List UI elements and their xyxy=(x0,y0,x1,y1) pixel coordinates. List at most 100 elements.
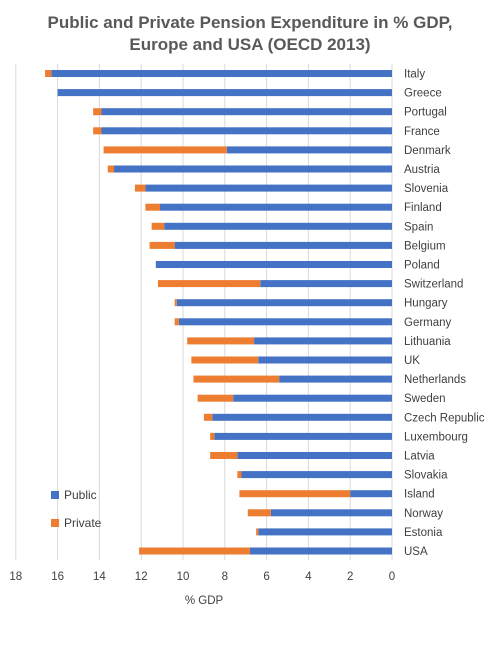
bar-public-switzerland xyxy=(260,280,392,288)
bar-private-spain xyxy=(151,222,165,230)
bar-private-latvia xyxy=(210,452,238,459)
country-labels: Italy Greece Portugal France Denmark Austria S… xyxy=(404,69,485,559)
category-label-switzerland: Switzerland xyxy=(404,279,463,291)
x-tick-label-10: 10 xyxy=(177,571,190,583)
bar-public-portugal xyxy=(101,108,393,116)
bar-public-spain xyxy=(164,222,392,230)
category-label-norway: Norway xyxy=(404,508,443,520)
x-axis-title: % GDP xyxy=(185,595,224,607)
bar-private-slovakia xyxy=(237,471,242,479)
bar-public-estonia xyxy=(258,528,392,536)
category-label-italy: Italy xyxy=(404,69,425,81)
legend: Public Private xyxy=(51,488,102,530)
x-tick-label-18: 18 xyxy=(9,571,22,583)
bar-private-switzerland xyxy=(157,280,261,288)
bar-public-poland xyxy=(155,261,392,268)
category-label-lithuania: Lithuania xyxy=(404,336,451,348)
bar-public-italy xyxy=(51,70,392,77)
bar-private-austria xyxy=(107,165,115,173)
category-label-sweden: Sweden xyxy=(404,393,446,405)
x-tick-label-12: 12 xyxy=(135,571,148,583)
bar-public-hungary xyxy=(176,299,392,307)
legend-label-public: Public xyxy=(64,488,97,502)
bar-public-germany xyxy=(178,318,392,326)
bar-private-norway xyxy=(247,509,271,517)
bar-public-lithuania xyxy=(254,337,392,345)
bar-public-slovenia xyxy=(145,184,392,192)
category-label-usa: USA xyxy=(404,546,428,558)
bar-private-uk xyxy=(191,356,259,364)
category-label-czech-republic: Czech Republic xyxy=(404,412,485,424)
category-label-slovakia: Slovakia xyxy=(404,470,448,482)
bar-private-portugal xyxy=(93,108,102,116)
legend-swatch-private xyxy=(51,519,59,527)
category-label-denmark: Denmark xyxy=(404,145,451,157)
bar-public-uk xyxy=(258,356,392,364)
x-tick-label-2: 2 xyxy=(347,571,353,583)
bar-private-germany xyxy=(174,318,179,326)
x-tick-label-0: 0 xyxy=(389,571,395,583)
bar-public-latvia xyxy=(237,452,392,459)
bar-private-netherlands xyxy=(193,375,280,383)
bar-public-island xyxy=(350,490,392,498)
category-label-uk: UK xyxy=(404,355,420,367)
bar-private-france xyxy=(93,127,102,135)
x-tick-label-14: 14 xyxy=(93,571,106,583)
bar-public-luxembourg xyxy=(214,432,392,440)
bar-public-usa xyxy=(249,547,392,555)
bar-private-slovenia xyxy=(134,184,146,192)
legend-label-private: Private xyxy=(64,516,102,530)
bar-private-hungary xyxy=(174,299,177,307)
category-label-austria: Austria xyxy=(404,164,440,176)
bar-public-slovakia xyxy=(241,471,392,479)
bar-public-finland xyxy=(160,203,392,211)
chart-title: Public and Private Pension Expenditure i… xyxy=(0,12,500,56)
category-label-latvia: Latvia xyxy=(404,451,435,463)
category-label-greece: Greece xyxy=(404,88,442,100)
bar-public-france xyxy=(101,127,393,135)
bar-public-greece xyxy=(57,89,392,97)
category-label-luxembourg: Luxembourg xyxy=(404,431,468,443)
bar-private-usa xyxy=(139,547,250,555)
bar-public-austria xyxy=(114,165,392,173)
category-label-island: Island xyxy=(404,489,435,501)
bar-private-belgium xyxy=(149,241,175,249)
legend-swatch-public xyxy=(51,491,59,499)
bar-public-netherlands xyxy=(279,375,392,383)
bar-private-estonia xyxy=(256,528,259,536)
category-label-france: France xyxy=(404,126,440,138)
gridlines xyxy=(15,64,393,560)
category-label-estonia: Estonia xyxy=(404,527,443,539)
category-label-hungary: Hungary xyxy=(404,298,448,310)
bar-private-sweden xyxy=(197,394,234,402)
chart-title-line-1: Public and Private Pension Expenditure i… xyxy=(47,13,453,32)
category-label-spain: Spain xyxy=(404,221,433,233)
bar-private-denmark xyxy=(103,146,227,154)
category-label-germany: Germany xyxy=(404,317,452,329)
bar-private-italy xyxy=(45,70,52,77)
bar-private-lithuania xyxy=(187,337,255,345)
bar-public-sweden xyxy=(233,394,392,402)
bar-private-island xyxy=(239,490,351,498)
bar-public-denmark xyxy=(226,146,392,154)
bar-private-czech-republic xyxy=(203,413,213,421)
chart-title-line-2: Europe and USA (OECD 2013) xyxy=(129,35,371,54)
category-label-belgium: Belgium xyxy=(404,240,446,252)
bars xyxy=(45,70,393,555)
bar-public-norway xyxy=(270,509,392,517)
bar-private-finland xyxy=(145,203,161,211)
category-label-poland: Poland xyxy=(404,260,440,272)
category-label-finland: Finland xyxy=(404,202,442,214)
category-label-portugal: Portugal xyxy=(404,107,447,119)
category-label-slovenia: Slovenia xyxy=(404,183,449,195)
bar-public-czech-republic xyxy=(212,413,392,421)
category-label-netherlands: Netherlands xyxy=(404,374,466,386)
bar-public-belgium xyxy=(174,241,392,249)
x-tick-label-16: 16 xyxy=(51,571,64,583)
x-tick-label-8: 8 xyxy=(222,571,228,583)
x-tick-label-4: 4 xyxy=(305,571,312,583)
bar-private-luxembourg xyxy=(210,432,215,440)
x-tick-labels: 18 16 14 12 10 8 6 4 2 0 xyxy=(9,571,395,583)
x-tick-label-6: 6 xyxy=(263,571,269,583)
